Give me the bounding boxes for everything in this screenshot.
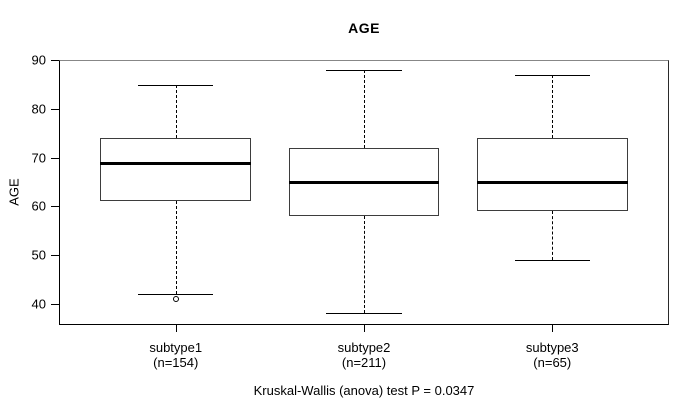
x-tick-mark (552, 325, 554, 332)
box (476, 138, 628, 212)
whisker-lower (175, 201, 177, 294)
whisker-upper (552, 75, 554, 139)
whisker-upper (364, 70, 365, 148)
x-tick-mark (364, 325, 365, 332)
y-tick-mark (51, 254, 59, 256)
y-tick-mark (51, 60, 59, 62)
x-tick-label-name: subtype1 (149, 340, 203, 355)
y-tick-label: 70 (31, 150, 46, 166)
y-tick-label: 40 (31, 296, 46, 312)
outlier-point (172, 295, 179, 302)
x-tick-label-name: subtype2 (337, 340, 391, 355)
y-tick-label: 90 (31, 52, 46, 68)
whisker-cap-lower (514, 259, 590, 261)
x-tick-label-count: (n=154) (153, 355, 199, 370)
y-tick-label: 50 (31, 247, 46, 263)
x-tick-mark (175, 325, 177, 332)
whisker-upper (175, 84, 177, 139)
y-tick-label: 80 (31, 101, 46, 117)
whisker-cap-upper (514, 75, 590, 77)
x-tick-label: subtype1 (n=154) (149, 340, 202, 370)
x-tick-label: subtype2 (n=211) (338, 340, 391, 370)
whisker-cap-lower (138, 293, 214, 295)
x-tick-label-count: (n=211) (341, 355, 387, 370)
y-tick-mark (51, 206, 59, 208)
whisker-lower (552, 211, 554, 260)
whisker-cap-lower (326, 313, 402, 315)
box (100, 138, 252, 202)
footer-note: Kruskal-Wallis (anova) test P = 0.0347 (253, 383, 475, 398)
x-tick-label-name: subtype3 (525, 340, 579, 355)
y-tick-mark (51, 157, 59, 159)
median-line (288, 181, 440, 185)
x-tick-label-count: (n=65) (533, 355, 572, 370)
median-line (100, 161, 252, 165)
y-tick-mark (51, 303, 59, 305)
y-tick-label: 60 (31, 198, 46, 214)
x-tick-label: subtype3 (n=65) (526, 340, 579, 370)
median-line (476, 181, 628, 185)
y-tick-mark (51, 109, 59, 111)
chart-title: AGE (348, 20, 380, 36)
whisker-cap-upper (326, 70, 402, 72)
whisker-cap-upper (138, 84, 214, 86)
whisker-lower (364, 216, 365, 314)
